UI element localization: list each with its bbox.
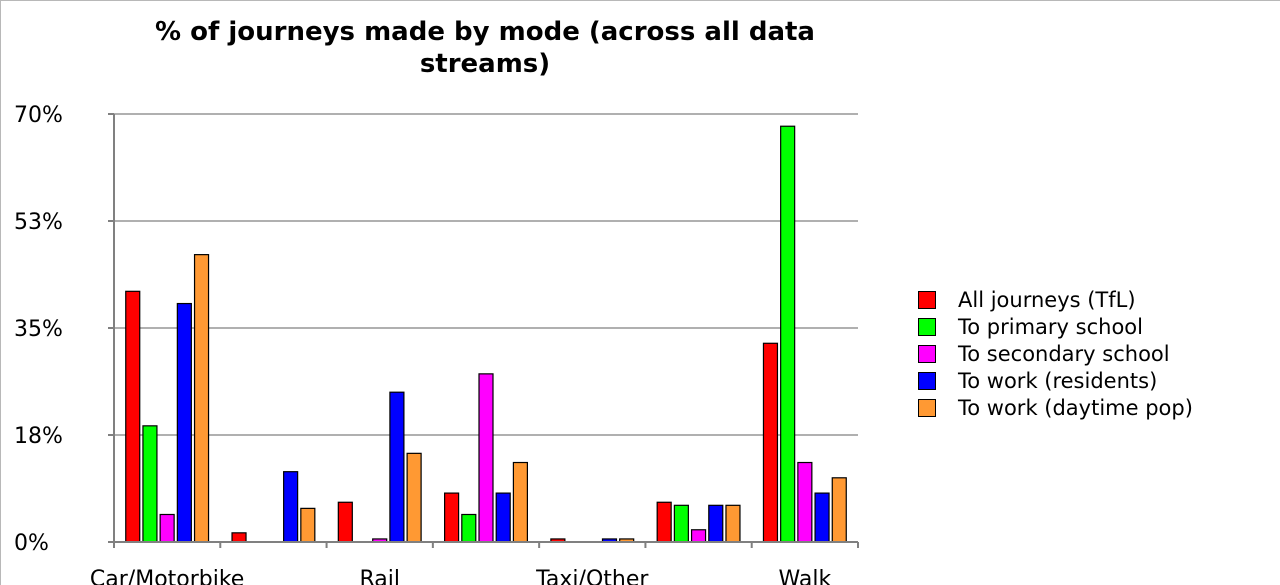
legend-label: To secondary school bbox=[958, 341, 1170, 366]
bar bbox=[673, 504, 689, 543]
bar bbox=[444, 492, 460, 543]
legend-item: To work (residents) bbox=[918, 367, 1193, 394]
y-tick-label: 0% bbox=[14, 531, 49, 556]
legend-swatch bbox=[918, 290, 936, 309]
bar bbox=[142, 425, 158, 543]
axis-labels: 0% 18% 35% 53% 70% Car/Motorbike Rail Taxi/Othe… bbox=[14, 103, 831, 585]
bar bbox=[406, 452, 422, 543]
legend-item: To secondary school bbox=[918, 340, 1193, 367]
bar bbox=[159, 513, 175, 543]
bar bbox=[762, 342, 779, 543]
legend-swatch bbox=[918, 317, 936, 336]
bar bbox=[193, 254, 210, 543]
legend-item: To primary school bbox=[918, 313, 1193, 340]
legend-swatch bbox=[918, 371, 936, 390]
bar bbox=[125, 290, 141, 543]
bar bbox=[656, 501, 672, 543]
bar bbox=[831, 477, 847, 543]
bar bbox=[283, 471, 299, 543]
bar bbox=[814, 492, 830, 543]
y-tick-label: 70% bbox=[14, 103, 63, 128]
y-tick-label: 35% bbox=[14, 317, 63, 342]
legend-label: All journeys (TfL) bbox=[958, 287, 1136, 312]
legend-swatch bbox=[918, 344, 936, 363]
legend-item: To work (daytime pop) bbox=[918, 394, 1193, 421]
x-category-label: Car/Motorbike bbox=[90, 567, 244, 585]
bar bbox=[231, 532, 247, 543]
x-category-label: Taxi/Other bbox=[535, 567, 649, 585]
legend: All journeys (TfL) To primary school To se… bbox=[918, 286, 1193, 421]
x-category-label: Rail bbox=[359, 567, 400, 585]
bar bbox=[478, 373, 494, 543]
bar bbox=[495, 492, 511, 543]
bar bbox=[725, 504, 741, 543]
y-tick-label: 53% bbox=[14, 210, 63, 235]
gridlines bbox=[114, 113, 858, 436]
bar bbox=[461, 513, 477, 543]
bars bbox=[125, 125, 847, 543]
bar bbox=[797, 461, 813, 543]
bar bbox=[389, 391, 405, 543]
bar bbox=[780, 125, 796, 543]
legend-item: All journeys (TfL) bbox=[918, 286, 1193, 313]
legend-label: To primary school bbox=[958, 314, 1143, 339]
bar bbox=[300, 507, 316, 543]
axes bbox=[108, 113, 859, 548]
legend-swatch bbox=[918, 398, 936, 417]
y-tick-label: 18% bbox=[14, 424, 63, 449]
bar bbox=[337, 501, 353, 543]
bar bbox=[708, 504, 724, 543]
legend-label: To work (residents) bbox=[958, 368, 1158, 393]
chart-title: % of journeys made by mode (across all d… bbox=[155, 17, 815, 79]
bar bbox=[690, 529, 707, 543]
x-category-label: Walk bbox=[779, 567, 832, 585]
bar bbox=[176, 302, 192, 543]
bar bbox=[512, 461, 529, 543]
legend-label: To work (daytime pop) bbox=[958, 395, 1193, 420]
